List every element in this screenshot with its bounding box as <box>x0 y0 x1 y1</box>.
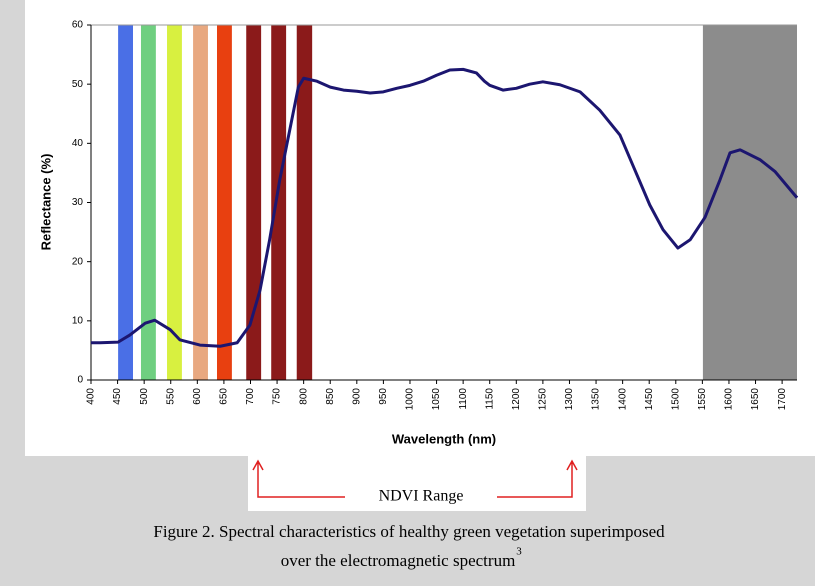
reflectance-line <box>91 67 799 348</box>
spectrum-band <box>271 25 287 380</box>
spectrum-band <box>246 25 262 380</box>
x-tick-label: 1500 <box>670 388 681 411</box>
x-tick-label: 1650 <box>750 388 761 411</box>
x-tick-label: 1200 <box>511 388 522 411</box>
annotation: NDVI Range <box>379 488 464 505</box>
x-tick-label: 550 <box>165 388 176 405</box>
x-tick-label: 850 <box>325 388 336 405</box>
x-tick-label: 650 <box>219 388 230 405</box>
y-axis-label: Reflectance (%) <box>38 154 53 251</box>
x-tick-label: 500 <box>139 388 150 405</box>
x-tick-label: 600 <box>192 388 203 405</box>
x-tick-label: 900 <box>351 388 362 405</box>
x-tick-label: 950 <box>378 388 389 405</box>
y-tick-label: 10 <box>72 315 84 326</box>
spectrum-band <box>167 25 182 380</box>
x-tick-label: 1550 <box>697 388 708 411</box>
x-tick-label: 1000 <box>405 388 416 411</box>
spectrum-band <box>702 25 797 380</box>
x-tick-label: 1600 <box>724 388 735 411</box>
y-tick-label: 20 <box>72 256 84 267</box>
plot: 0 10 20 30 40 50 60 400 450 500 550 600 650 700 750 800… <box>72 20 799 411</box>
x-tick-label: 450 <box>112 388 123 405</box>
spectrum-band <box>118 25 133 380</box>
caption-line1: Figure 2. Spectral characteristics of he… <box>153 522 665 541</box>
ndvi-arrows <box>252 459 578 498</box>
spectrum-band <box>140 25 156 380</box>
x-tick-label: 1300 <box>564 388 575 411</box>
x-tick-label: 1700 <box>777 388 788 411</box>
x-tick-label: 750 <box>272 388 283 405</box>
y-tick-label: 60 <box>72 20 84 31</box>
x-tick-label: 1250 <box>538 388 549 411</box>
x-tick-label: 400 <box>86 388 97 405</box>
caption-line2: over the electromagnetic spectrum <box>281 551 516 570</box>
x-tick-label: 1400 <box>617 388 628 411</box>
spectrum-band <box>193 25 208 380</box>
x-tick-label: 800 <box>298 388 309 405</box>
y-tick-label: 0 <box>77 375 83 386</box>
annotation-box <box>248 456 586 511</box>
x-tick-label: 700 <box>245 388 256 405</box>
spectrum-band <box>216 25 232 380</box>
y-tick-label: 40 <box>72 138 84 149</box>
caption-superscript: 3 <box>516 546 522 558</box>
x-tick-label: 1350 <box>591 388 602 411</box>
x-tick-label: 1450 <box>644 388 655 411</box>
x-tick-label: 1050 <box>431 388 442 411</box>
x-tick-label: 1150 <box>484 388 495 410</box>
y-tick-label: 50 <box>72 79 84 90</box>
y-tick-label: 30 <box>72 197 84 208</box>
x-tick-label: 1100 <box>458 388 469 410</box>
x-axis-label: Wavelength (nm) <box>392 431 496 446</box>
spectrum-band <box>296 25 313 380</box>
